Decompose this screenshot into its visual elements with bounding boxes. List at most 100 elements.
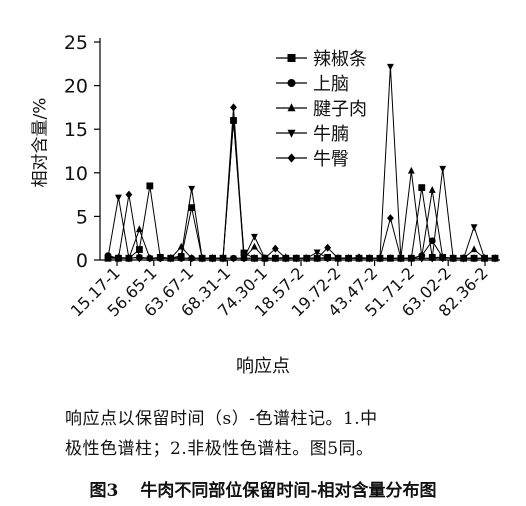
data-point [387, 63, 394, 71]
data-point [470, 245, 478, 253]
data-point [282, 254, 290, 263]
data-point [135, 246, 143, 253]
caption-line-1: 响应点以保留时间（s）-色谱柱记。1.中 [65, 409, 378, 429]
y-tick-label: 10 [64, 163, 88, 185]
data-point [271, 255, 279, 263]
data-point [115, 194, 122, 202]
legend-label: 牛臀 [313, 149, 349, 170]
data-point [460, 254, 468, 263]
data-point [418, 254, 426, 263]
legend-marker [287, 79, 296, 87]
data-point [188, 254, 196, 263]
caption-line-2: 极性色谱柱；2.非极性色谱柱。图5同。 [65, 439, 374, 459]
figure-number: 图3 [89, 481, 119, 501]
data-point [397, 254, 405, 263]
series-line [107, 107, 495, 259]
data-point [292, 254, 300, 263]
y-tick-label: 20 [64, 76, 88, 98]
data-point [324, 255, 332, 263]
data-point [230, 103, 237, 112]
data-point [345, 254, 352, 263]
data-point [428, 254, 436, 263]
data-point [177, 254, 185, 263]
data-point [387, 254, 394, 261]
data-point [439, 254, 447, 263]
y-axis-label: 相对含量/% [30, 97, 51, 188]
series-4 [104, 103, 499, 263]
series-line [107, 239, 495, 259]
legend-entry-1: 上脑 [276, 74, 349, 95]
figure-title-text: 牛肉不同部位保留时间-相对含量分布图 [140, 481, 437, 501]
chart-axes: 051015202515.17-156.65-163.67-168.31-174… [64, 32, 500, 321]
figure-title: 图3 牛肉不同部位保留时间-相对含量分布图 [0, 476, 526, 501]
data-point [366, 254, 373, 263]
data-point [188, 185, 196, 193]
legend-marker [287, 54, 296, 62]
y-axis-label-container: 相对含量/% [8, 70, 68, 220]
data-point [156, 254, 164, 263]
series-line [107, 66, 495, 259]
figure-caption: 响应点以保留时间（s）-色谱柱记。1.中 极性色谱柱；2.非极性色谱柱。图5同。 [65, 404, 505, 464]
data-point [355, 253, 363, 262]
legend-label: 辣椒条 [313, 49, 367, 70]
data-point [261, 254, 269, 263]
data-point [324, 243, 332, 252]
y-tick-label: 0 [76, 250, 88, 272]
data-point [271, 244, 279, 253]
data-point [135, 254, 143, 263]
legend-label: 腱子肉 [313, 99, 367, 120]
data-point [407, 254, 415, 263]
data-point [230, 255, 237, 263]
data-point [104, 253, 112, 262]
data-point [198, 254, 206, 263]
data-point [418, 184, 426, 192]
data-point [125, 190, 133, 199]
legend-entry-2: 腱子肉 [276, 99, 367, 120]
series-line [108, 120, 495, 259]
series-2 [104, 116, 499, 261]
data-point [135, 225, 143, 233]
data-point [230, 116, 237, 124]
data-point [146, 182, 154, 190]
legend-entry-0: 辣椒条 [276, 49, 367, 70]
series-0 [104, 117, 499, 262]
legend-marker [287, 153, 296, 163]
data-point [449, 254, 457, 263]
data-point [240, 254, 248, 263]
legend-label: 牛腩 [313, 124, 349, 145]
data-point [251, 242, 258, 250]
legend-label: 上脑 [313, 74, 349, 95]
legend-marker [287, 129, 296, 138]
y-tick-label: 25 [64, 32, 88, 54]
data-point [428, 186, 436, 193]
data-point [125, 255, 133, 263]
chart-series [104, 63, 499, 263]
data-point [491, 254, 499, 263]
data-point [470, 224, 478, 232]
data-point [407, 166, 415, 174]
x-axis-label: 响应点 [236, 356, 290, 377]
y-tick-label: 5 [76, 206, 88, 228]
data-point [188, 204, 196, 212]
data-point [115, 254, 122, 263]
series-line [108, 120, 495, 260]
data-point [439, 165, 447, 173]
legend-marker [287, 103, 296, 112]
data-point [313, 254, 321, 263]
chart-canvas: 051015202515.17-156.65-163.67-168.31-174… [64, 32, 500, 321]
data-point [376, 254, 384, 263]
data-point [167, 254, 175, 263]
data-point [219, 254, 227, 263]
data-point [303, 254, 311, 263]
data-point [209, 254, 216, 263]
data-point [470, 254, 478, 263]
legend-entry-3: 牛腩 [276, 124, 349, 145]
data-point [146, 254, 154, 263]
legend-entry-4: 牛臀 [276, 149, 349, 170]
data-point [387, 214, 394, 223]
data-point [334, 254, 342, 263]
data-point [481, 254, 488, 263]
y-tick-label: 15 [64, 119, 88, 141]
data-point [313, 249, 321, 257]
